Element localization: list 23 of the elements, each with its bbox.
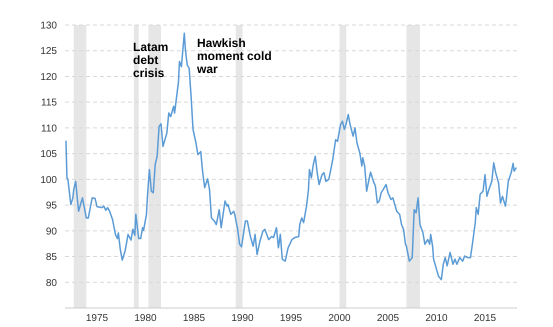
y-tick-label: 120 xyxy=(40,72,58,83)
y-tick-label: 85 xyxy=(46,252,58,264)
y-tick-label: 130 xyxy=(40,20,58,32)
x-tick-label: 1995 xyxy=(280,313,303,324)
x-tick-label: 2015 xyxy=(474,313,497,324)
annotation: Hawkish moment cold war xyxy=(196,36,272,76)
x-tick-label: 1990 xyxy=(231,313,254,324)
y-tick-label: 100 xyxy=(40,174,58,186)
x-tick-label: 1985 xyxy=(182,313,206,324)
x-tick-label: 2010 xyxy=(425,313,448,324)
y-tick-label: 125 xyxy=(40,46,58,58)
y-tick-label: 95 xyxy=(46,200,58,212)
x-tick-label: 1980 xyxy=(134,313,158,324)
y-tick-label: 80 xyxy=(46,278,58,289)
x-tick-label: 2005 xyxy=(376,313,400,324)
x-tick-label: 2000 xyxy=(328,313,352,324)
annotation: Latam debt crisis xyxy=(133,40,168,80)
y-tick-label: 115 xyxy=(41,98,58,109)
line-series xyxy=(65,32,517,280)
y-tick-label: 105 xyxy=(40,149,58,160)
y-tick-label: 110 xyxy=(41,123,58,134)
x-tick-label: 1975 xyxy=(86,313,109,324)
y-tick-label: 90 xyxy=(46,226,58,238)
